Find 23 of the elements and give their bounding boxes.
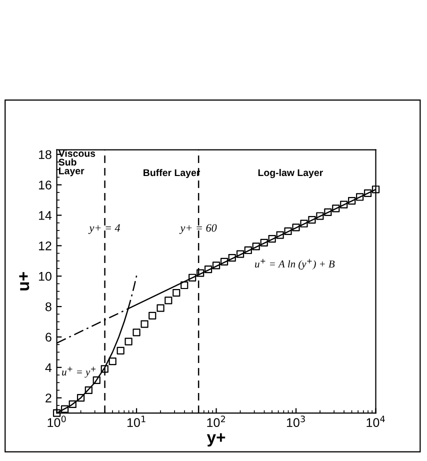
ref-line-label: y+ = 60 (179, 224, 217, 234)
y-tick-label: 16 (38, 180, 52, 190)
y-tick-label: 14 (38, 211, 52, 220)
y-tick-label: 10 (38, 272, 52, 281)
x-axis-title: y+ (206, 433, 226, 446)
y-tick-label: 8 (46, 302, 52, 312)
annotation: u$^{+}$ = A ln (y$^{+}$) + B (255, 258, 335, 270)
ref-line-label: y+ = 4 (88, 224, 120, 234)
x-tick-label: 10$^{4}$ (366, 416, 385, 428)
y-tick-label: 18 (38, 150, 52, 160)
annotation: Buffer Layer (144, 168, 200, 178)
y-tick-label: 4 (45, 363, 52, 372)
x-tick-label: 10$^{1}$ (127, 416, 146, 428)
x-tick-label: 10$^{3}$ (286, 416, 305, 428)
y-tick-label: 12 (38, 241, 52, 250)
annotation: Viscous Sub Layer (58, 150, 96, 176)
y-tick-label: 6 (46, 332, 52, 342)
x-tick-label: 10$^{0}$ (48, 416, 66, 428)
annotation: u$^{+}$ = y$^{+}$ (62, 366, 96, 378)
y-tick-label: 2 (46, 394, 52, 402)
x-tick-label: 10$^{2}$ (207, 416, 225, 428)
y-axis-title: u+ (19, 272, 30, 290)
annotation: Log-law Layer (258, 168, 323, 178)
